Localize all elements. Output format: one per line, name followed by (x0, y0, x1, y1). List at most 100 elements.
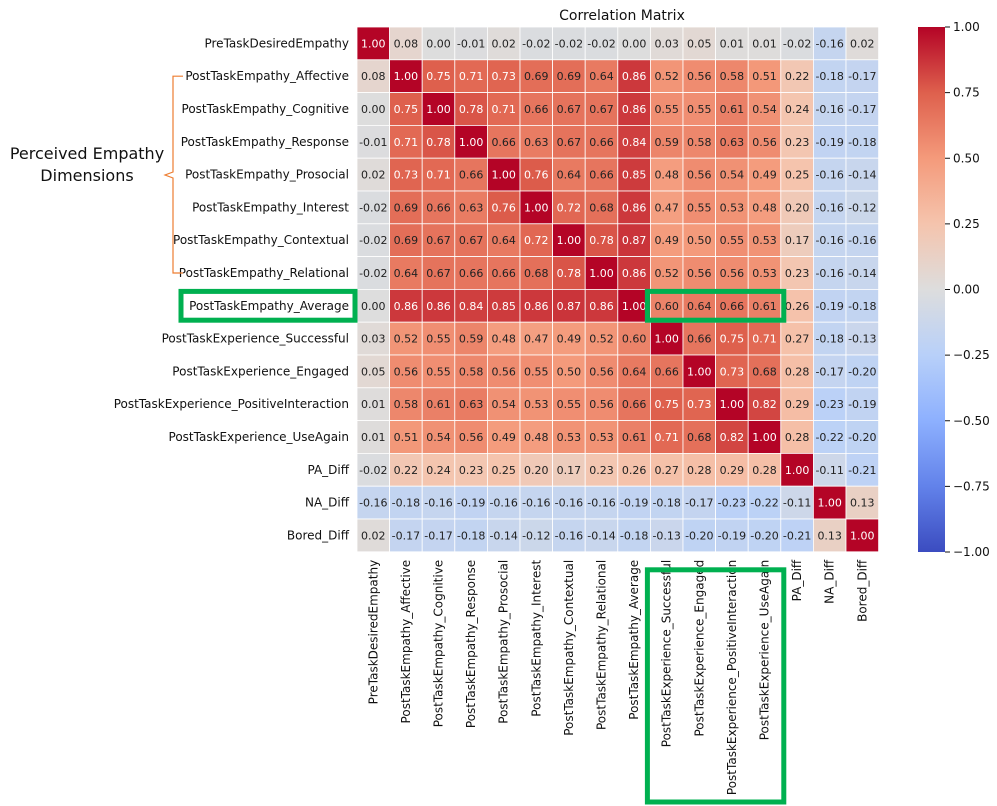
heatmap-cell (780, 26, 814, 61)
cell-value-label: -0.02 (359, 234, 387, 247)
cell-value-label: 0.51 (394, 431, 419, 444)
heatmap-cell (552, 256, 586, 290)
heatmap-cell (813, 485, 847, 520)
heatmap-cell (356, 190, 390, 225)
cell-value-label: 0.75 (394, 103, 419, 116)
cell-value-label: 0.27 (654, 464, 679, 477)
cell-value-label: 0.22 (394, 464, 419, 477)
cell-value-label: 0.52 (654, 70, 679, 83)
cell-value-label: 0.58 (720, 70, 745, 83)
row-label: PostTaskEmpathy_Response (181, 135, 349, 149)
cell-value-label: 0.86 (589, 300, 614, 313)
cell-value-label: 0.56 (394, 365, 419, 378)
cell-value-label: 0.00 (426, 37, 451, 50)
cell-value-label: 0.78 (459, 103, 484, 116)
row-label: PostTaskEmpathy_Average (189, 299, 349, 313)
heatmap-cell (682, 288, 716, 323)
cell-value-label: 1.00 (687, 365, 712, 378)
heatmap-cell (682, 256, 716, 290)
cell-value-label: -0.18 (815, 333, 843, 346)
cell-value-label: 0.02 (361, 169, 386, 182)
cell-value-label: 0.76 (491, 201, 516, 214)
cell-value-label: 0.26 (785, 300, 810, 313)
column-label: PostTaskEmpathy_Contextual (562, 560, 576, 736)
cell-value-label: 0.75 (654, 398, 679, 411)
cell-value-label: -0.16 (555, 497, 583, 510)
colorbar-tick-label: 1.00 (953, 20, 980, 34)
cell-value-label: 0.55 (720, 234, 745, 247)
cell-value-label: 0.22 (785, 70, 810, 83)
cell-value-label: 0.01 (720, 37, 745, 50)
heatmap-cell (682, 223, 716, 258)
heatmap-cell (486, 59, 521, 93)
heatmap-cell (389, 157, 423, 192)
cell-value-label: 0.66 (459, 169, 484, 182)
heatmap-cell (421, 59, 456, 93)
cell-value-label: 0.84 (459, 300, 484, 313)
cell-value-label: 0.85 (491, 300, 516, 313)
cell-value-label: 0.00 (622, 37, 647, 50)
cell-value-label: 0.00 (361, 103, 386, 116)
cell-value-label: 0.86 (426, 300, 451, 313)
cell-value-label: -0.23 (815, 398, 843, 411)
colorbar: 1.00 0.75 0.50 0.25 0.00 −0.25 −0.50 −0.75 −1.00 (918, 20, 990, 559)
cell-value-label: -0.02 (522, 37, 550, 50)
heatmap-cell (584, 190, 619, 225)
cell-value-label: 0.61 (720, 103, 745, 116)
cell-value-label: -0.19 (620, 497, 648, 510)
cell-value-label: 0.27 (785, 333, 810, 346)
heatmap-cell (584, 518, 619, 553)
heatmap-cell (356, 321, 390, 356)
heatmap-cell (780, 223, 814, 258)
colorbar-tick-label: 0.25 (953, 217, 980, 231)
heatmap-cell (617, 452, 651, 487)
cell-value-label: -0.16 (815, 267, 843, 280)
row-label: PostTaskExperience_PositiveInteraction (114, 397, 349, 411)
cell-value-label: 0.61 (426, 398, 451, 411)
heatmap-cell (747, 452, 782, 487)
cell-value-label: 0.66 (687, 333, 712, 346)
heatmap-cell (584, 223, 619, 258)
cell-value-label: -0.18 (620, 529, 648, 542)
bracket-label-line-1: Perceived Empathy (9, 144, 165, 163)
cell-value-label: -0.19 (457, 497, 485, 510)
column-label: PostTaskExperience_PositiveInteraction (725, 560, 739, 795)
cell-value-label: -0.16 (815, 234, 843, 247)
colorbar-tick-label: −0.75 (953, 479, 990, 493)
cell-value-label: 0.73 (491, 70, 516, 83)
heatmap-cell (389, 387, 423, 421)
heatmap-cell (389, 485, 423, 520)
cell-value-label: 0.56 (720, 267, 745, 280)
cell-value-label: 0.24 (785, 103, 810, 116)
cell-value-label: 0.01 (361, 398, 386, 411)
column-label: PostTaskEmpathy_Response (464, 560, 478, 728)
cell-value-label: 0.86 (394, 300, 419, 313)
heatmap-cell (845, 288, 879, 323)
cell-value-label: 0.67 (426, 267, 451, 280)
heatmap-cell (780, 92, 814, 126)
cell-value-label: 1.00 (394, 70, 419, 83)
cell-value-label: -0.16 (815, 37, 843, 50)
cell-value-label: 0.28 (687, 464, 712, 477)
cell-value-label: -0.19 (815, 136, 843, 149)
cell-value-label: 0.50 (687, 234, 712, 247)
cell-value-label: -0.19 (848, 398, 876, 411)
heatmap-cell (356, 59, 390, 93)
cell-value-label: 0.69 (394, 234, 419, 247)
cell-value-label: 0.68 (524, 267, 549, 280)
heatmap-cell (845, 518, 879, 553)
cell-value-label: 0.78 (589, 234, 614, 247)
heatmap-cell (747, 354, 782, 389)
colorbar-gradient (918, 27, 945, 552)
cell-value-label: -0.21 (783, 529, 811, 542)
heatmap-cell (584, 26, 619, 61)
cell-value-label: -0.19 (815, 300, 843, 313)
row-label: PostTaskExperience_Engaged (172, 364, 349, 378)
cell-value-label: 0.29 (720, 464, 745, 477)
cell-value-label: -0.16 (815, 169, 843, 182)
cell-value-label: -0.02 (359, 267, 387, 280)
cell-value-label: 0.58 (459, 365, 484, 378)
cell-value-label: 0.55 (426, 365, 451, 378)
cell-value-label: 0.76 (524, 169, 549, 182)
